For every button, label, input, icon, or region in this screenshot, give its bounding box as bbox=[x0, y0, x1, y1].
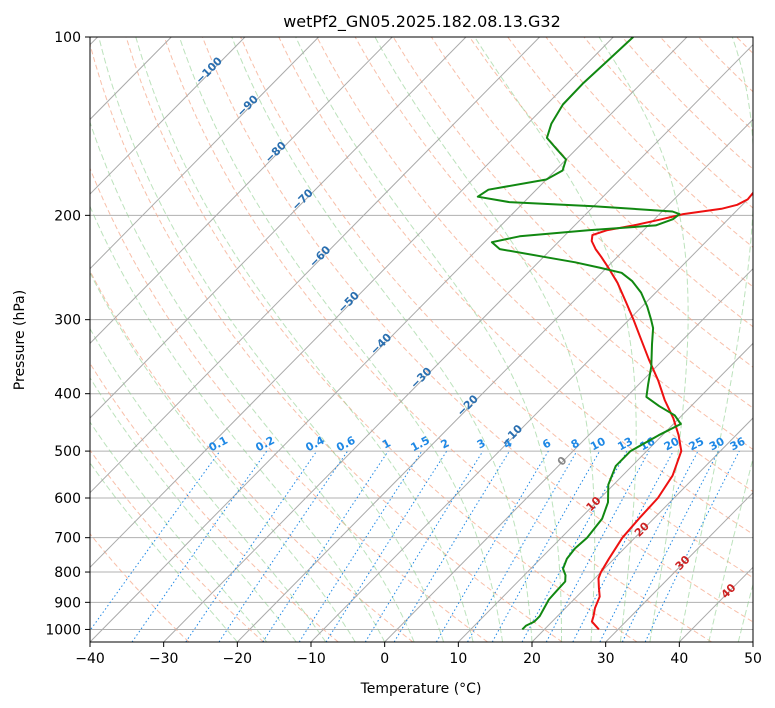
y-tick-label: 200 bbox=[54, 208, 81, 224]
mixing-ratio-line bbox=[325, 450, 448, 642]
mixing-ratio-lines bbox=[90, 450, 740, 642]
moist-adiabat bbox=[178, 37, 503, 642]
isotherm-line bbox=[90, 37, 688, 642]
mixing-ratio-line bbox=[364, 450, 484, 642]
dry-adiabat bbox=[469, 37, 753, 328]
isotherm-line bbox=[163, 44, 753, 642]
mixing-ratio-label: 36 bbox=[728, 435, 748, 454]
mixing-ratio-label: 25 bbox=[687, 435, 707, 454]
isotherm-line bbox=[90, 37, 319, 270]
moist-adiabat bbox=[98, 37, 445, 642]
moist-adiabat bbox=[90, 421, 268, 642]
isotherm-line bbox=[605, 491, 753, 642]
mixing-ratio-label: 20 bbox=[662, 435, 682, 454]
moist-adiabat bbox=[90, 327, 327, 642]
y-tick-label: 800 bbox=[54, 565, 81, 581]
moist-adiabat bbox=[90, 271, 356, 642]
mixing-ratio-line bbox=[218, 450, 349, 642]
x-axis-label: Temperature (°C) bbox=[360, 681, 482, 697]
moist-adiabat bbox=[90, 376, 297, 642]
x-tick-label: 30 bbox=[597, 651, 615, 667]
y-axis-ticks: 100 200 300 400 500 600 700 800 900 1000 bbox=[45, 30, 90, 638]
y-tick-label: 900 bbox=[54, 595, 81, 611]
mixing-ratio-label: 10 bbox=[588, 435, 608, 454]
isotherm-line bbox=[310, 193, 753, 642]
y-tick-label: 700 bbox=[54, 531, 81, 547]
dry-adiabat bbox=[354, 37, 753, 451]
mixing-ratio-line bbox=[393, 450, 510, 642]
y-tick-label: 600 bbox=[54, 491, 81, 507]
x-axis-ticks: −40 −30 −20 −10 0 10 20 30 40 50 bbox=[75, 642, 762, 667]
isotherm-line bbox=[90, 37, 393, 345]
dry-adiabat bbox=[430, 37, 753, 368]
x-tick-label: −30 bbox=[149, 651, 179, 667]
moist-adiabat bbox=[598, 37, 689, 642]
moist-adiabat bbox=[135, 37, 474, 642]
dry-adiabat bbox=[125, 37, 638, 642]
x-tick-label: −10 bbox=[296, 651, 326, 667]
isotherm-line bbox=[457, 342, 753, 642]
moist-adiabat bbox=[678, 37, 753, 642]
dry-adiabat bbox=[90, 167, 488, 642]
y-tick-label: 1000 bbox=[45, 622, 81, 638]
mixing-ratio-line bbox=[298, 450, 423, 642]
moist-adiabat bbox=[295, 37, 562, 642]
temperature-line bbox=[590, 191, 753, 631]
x-tick-label: 10 bbox=[449, 651, 467, 667]
chart-title: wetPf2_GN05.2025.182.08.13.G32 bbox=[283, 12, 561, 32]
isotherm-line bbox=[236, 118, 753, 642]
dewpoint-line bbox=[476, 37, 682, 631]
y-axis-label: Pressure (hPa) bbox=[12, 290, 28, 390]
x-tick-label: −40 bbox=[75, 651, 105, 667]
mixing-ratio-line bbox=[90, 450, 221, 632]
x-tick-label: 50 bbox=[744, 651, 762, 667]
mixing-ratio-line bbox=[545, 450, 650, 642]
dry-adiabat bbox=[201, 37, 753, 623]
dry-adiabat bbox=[90, 269, 414, 642]
mixing-ratio-line bbox=[262, 450, 389, 642]
mixing-ratio-label: 13 bbox=[615, 435, 635, 454]
moist-adiabat bbox=[374, 37, 596, 642]
mixing-ratio-line bbox=[491, 450, 601, 642]
y-tick-label: 100 bbox=[54, 30, 81, 46]
moist-adiabat bbox=[90, 205, 386, 642]
isotherm-line bbox=[90, 37, 540, 494]
y-tick-label: 500 bbox=[54, 444, 81, 460]
dry-adiabat bbox=[90, 533, 190, 642]
mixing-ratio-line bbox=[644, 450, 740, 642]
x-tick-label: 20 bbox=[523, 651, 541, 667]
moist-adiabat bbox=[231, 37, 533, 642]
dry-adiabat bbox=[392, 37, 753, 409]
mixing-ratio-line bbox=[621, 450, 719, 642]
isotherm-line bbox=[90, 37, 614, 569]
plot-area: 0.1 0.2 0.4 0.6 1 1.5 2 3 4 6 8 10 13 16 20 25 30 36−100−… bbox=[90, 37, 753, 642]
isotherm-line bbox=[531, 417, 753, 642]
isotherm-line bbox=[90, 37, 246, 195]
mixing-ratio-line bbox=[185, 450, 318, 642]
dry-adiabat bbox=[316, 37, 753, 493]
x-tick-label: 0 bbox=[380, 651, 389, 667]
isotherm-line bbox=[384, 267, 753, 642]
plot-frame bbox=[89, 36, 754, 643]
moist-adiabat bbox=[90, 462, 238, 642]
mixing-ratio-label: 30 bbox=[707, 435, 727, 454]
y-tick-label: 300 bbox=[54, 313, 81, 329]
mixing-ratio-line bbox=[131, 450, 268, 642]
profile-series bbox=[476, 37, 753, 631]
isotherm-lines bbox=[90, 37, 753, 642]
isotherm-line bbox=[90, 37, 467, 419]
x-tick-label: 40 bbox=[670, 651, 688, 667]
x-tick-label: −20 bbox=[223, 651, 253, 667]
dry-adiabat bbox=[163, 37, 712, 642]
y-tick-label: 400 bbox=[54, 387, 81, 403]
